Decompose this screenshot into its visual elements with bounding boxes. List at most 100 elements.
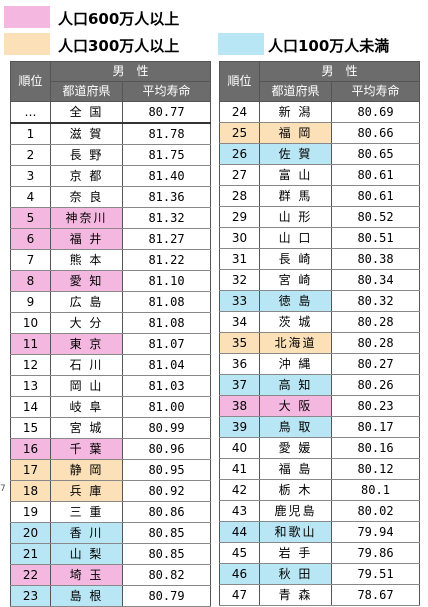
life-expectancy-cell: 81.04 — [121, 354, 212, 376]
rank-cell: 32 — [219, 269, 260, 291]
prefecture-cell: 東 京 — [50, 333, 123, 355]
rank-cell: 16 — [10, 438, 51, 460]
life-expectancy-cell: 78.67 — [330, 584, 421, 606]
legend-label-pop100: 人口100万人未満 — [268, 37, 390, 55]
prefecture-cell: 青 森 — [259, 584, 332, 606]
table-row: 40 愛 媛 80.16 — [219, 437, 421, 459]
prefecture-cell: 茨 城 — [259, 311, 332, 333]
life-expectancy-cell: 80.95 — [121, 459, 212, 481]
prefecture-cell: 徳 島 — [259, 290, 332, 312]
header-male: 男 性 — [49, 61, 212, 82]
prefecture-cell: 石 川 — [50, 354, 123, 376]
table-row: 16 千 葉 80.96 — [10, 438, 212, 460]
life-expectancy-cell: 80.32 — [330, 290, 421, 312]
prefecture-cell: 島 根 — [50, 585, 123, 607]
prefecture-cell: 栃 木 — [259, 479, 332, 501]
table-row: 15 宮 城 80.99 — [10, 417, 212, 439]
rank-cell: 14 — [10, 396, 51, 418]
rank-cell: 28 — [219, 185, 260, 207]
header-prefecture: 都道府県 — [259, 81, 332, 102]
life-expectancy-cell: 81.36 — [121, 186, 212, 208]
life-expectancy-cell: 80.27 — [330, 353, 421, 375]
prefecture-cell: 高 知 — [259, 374, 332, 396]
life-expectancy-cell: 80.86 — [121, 501, 212, 523]
legend-swatch-pop300 — [4, 33, 50, 55]
rank-cell: 5 — [10, 207, 51, 229]
table-row: 26 佐 賀 80.65 — [219, 143, 421, 165]
rank-cell: 45 — [219, 542, 260, 564]
table-row: 18 兵 庫 80.92 — [10, 480, 212, 502]
life-expectancy-cell: 81.03 — [121, 375, 212, 397]
table-row: 34 茨 城 80.28 — [219, 311, 421, 333]
table-row: 5 神奈川 81.32 — [10, 207, 212, 229]
table-row: 32 宮 崎 80.34 — [219, 269, 421, 291]
table-row: 28 群 馬 80.61 — [219, 185, 421, 207]
table-row: 37 高 知 80.26 — [219, 374, 421, 396]
life-expectancy-cell: 80.28 — [330, 332, 421, 354]
rank-cell: 38 — [219, 395, 260, 417]
prefecture-cell: 沖 縄 — [259, 353, 332, 375]
life-expectancy-cell: 81.78 — [121, 122, 212, 145]
table-row: 19 三 重 80.86 — [10, 501, 212, 523]
rank-cell: 3 — [10, 165, 51, 187]
stray-mark: 7 — [0, 484, 6, 494]
life-expectancy-cell: 79.51 — [330, 563, 421, 585]
rank-cell: 20 — [10, 522, 51, 544]
table-row: 41 福 島 80.12 — [219, 458, 421, 480]
table-row: 29 山 形 80.52 — [219, 206, 421, 228]
prefecture-cell: 福 島 — [259, 458, 332, 480]
prefecture-cell: 山 梨 — [50, 543, 123, 565]
life-expectancy-cell: 80.79 — [121, 585, 212, 607]
table-row: 33 徳 島 80.32 — [219, 290, 421, 312]
life-expectancy-cell: 80.66 — [330, 122, 421, 144]
life-expectancy-cell: 80.16 — [330, 437, 421, 459]
prefecture-cell: 宮 城 — [50, 417, 123, 439]
life-expectancy-cell: 81.08 — [121, 291, 212, 313]
table-row: 21 山 梨 80.85 — [10, 543, 212, 565]
prefecture-cell: 滋 賀 — [50, 122, 123, 145]
table-row: 20 香 川 80.85 — [10, 522, 212, 544]
table-row: 12 石 川 81.04 — [10, 354, 212, 376]
life-expectancy-cell: 80.51 — [330, 227, 421, 249]
prefecture-cell: 神奈川 — [50, 207, 123, 229]
life-expectancy-cell: 79.86 — [330, 542, 421, 564]
header-rank: 順位 — [10, 61, 51, 102]
life-expectancy-cell: 81.10 — [121, 270, 212, 292]
table-row: 17 静 岡 80.95 — [10, 459, 212, 481]
prefecture-cell: 岐 阜 — [50, 396, 123, 418]
prefecture-cell: 岩 手 — [259, 542, 332, 564]
life-expectancy-cell: 80.77 — [121, 101, 212, 124]
prefecture-cell: 富 山 — [259, 164, 332, 186]
table-row: 44 和歌山 79.94 — [219, 521, 421, 543]
table-row: 45 岩 手 79.86 — [219, 542, 421, 564]
prefecture-cell: 福 岡 — [259, 122, 332, 144]
table-row: 23 島 根 80.79 — [10, 585, 212, 607]
prefecture-cell: 長 野 — [50, 144, 123, 166]
life-expectancy-cell: 80.23 — [330, 395, 421, 417]
table-row: 36 沖 縄 80.27 — [219, 353, 421, 375]
prefecture-cell: 埼 玉 — [50, 564, 123, 586]
rank-cell: 11 — [10, 333, 51, 355]
table-row: 43 鹿児島 80.02 — [219, 500, 421, 522]
table-body-left: … 全 国 80.77 1 滋 賀 81.78 2 長 野 81.75 3 京 都 81.40 4 奈 良… — [10, 101, 212, 607]
table-row: 13 岡 山 81.03 — [10, 375, 212, 397]
rank-cell: 9 — [10, 291, 51, 313]
life-expectancy-cell: 79.94 — [330, 521, 421, 543]
legend-swatch-pop100 — [218, 33, 264, 55]
table-row: 42 栃 木 80.1 — [219, 479, 421, 501]
rank-cell: … — [10, 101, 51, 124]
header-prefecture: 都道府県 — [50, 81, 123, 102]
rank-cell: 27 — [219, 164, 260, 186]
rank-cell: 6 — [10, 228, 51, 250]
life-expectancy-cell: 81.32 — [121, 207, 212, 229]
prefecture-cell: 岡 山 — [50, 375, 123, 397]
header-life-expectancy: 平均寿命 — [330, 81, 421, 102]
rank-cell: 8 — [10, 270, 51, 292]
prefecture-cell: 広 島 — [50, 291, 123, 313]
rank-cell: 33 — [219, 290, 260, 312]
life-expectancy-cell: 80.1 — [330, 479, 421, 501]
rank-cell: 12 — [10, 354, 51, 376]
